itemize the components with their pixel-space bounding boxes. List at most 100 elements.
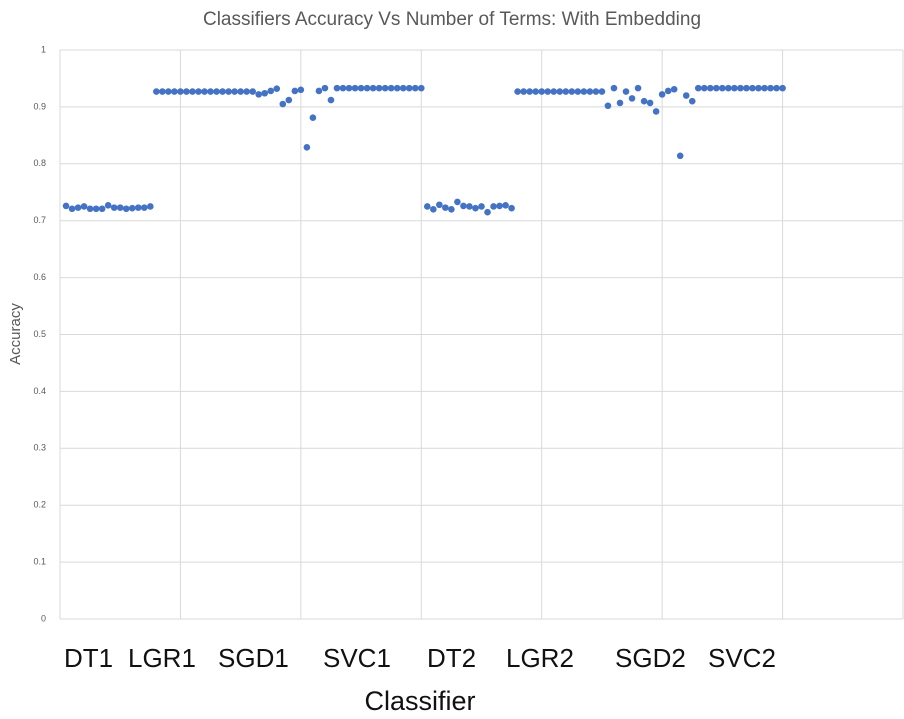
data-point bbox=[430, 206, 437, 213]
data-point bbox=[568, 88, 576, 95]
data-point bbox=[417, 84, 425, 92]
data-point bbox=[502, 202, 509, 209]
data-point bbox=[604, 102, 612, 110]
data-point bbox=[773, 84, 780, 92]
data-point bbox=[279, 100, 287, 108]
data-point bbox=[700, 84, 708, 92]
data-point bbox=[442, 204, 449, 211]
data-point bbox=[219, 88, 226, 95]
data-point bbox=[110, 204, 118, 211]
data-point bbox=[333, 84, 341, 92]
data-point bbox=[104, 202, 112, 209]
data-point bbox=[779, 84, 786, 92]
classifier-label: SGD1 bbox=[218, 643, 289, 673]
data-point bbox=[267, 87, 275, 95]
data-point bbox=[436, 201, 443, 209]
data-point bbox=[707, 84, 714, 92]
data-point bbox=[255, 91, 263, 98]
classifier-label: SVC2 bbox=[708, 643, 776, 673]
data-point bbox=[694, 84, 702, 92]
data-point bbox=[339, 84, 347, 92]
data-point bbox=[291, 87, 299, 95]
data-point bbox=[640, 97, 648, 105]
data-point bbox=[646, 99, 654, 107]
y-tick-label: 0.5 bbox=[33, 329, 46, 339]
data-point bbox=[165, 88, 172, 95]
data-point bbox=[508, 204, 515, 212]
data-point bbox=[767, 84, 774, 92]
data-point bbox=[731, 84, 738, 92]
data-point bbox=[652, 108, 660, 115]
data-point bbox=[327, 96, 335, 104]
data-point bbox=[243, 88, 250, 95]
data-point bbox=[670, 85, 678, 93]
data-point bbox=[98, 205, 106, 213]
data-point bbox=[183, 88, 190, 95]
y-tick-label: 1 bbox=[41, 44, 46, 54]
data-point bbox=[460, 202, 467, 210]
y-tick-label: 0.1 bbox=[33, 556, 46, 566]
data-point bbox=[484, 208, 491, 216]
data-point bbox=[225, 88, 232, 95]
data-point bbox=[755, 84, 762, 92]
data-point bbox=[393, 84, 401, 92]
data-point bbox=[405, 84, 413, 92]
data-point bbox=[399, 84, 407, 92]
data-point bbox=[634, 84, 642, 92]
data-point bbox=[128, 204, 136, 212]
data-point bbox=[171, 88, 178, 95]
data-point bbox=[153, 88, 160, 95]
data-point bbox=[478, 203, 485, 210]
data-point bbox=[496, 202, 503, 210]
data-point bbox=[249, 88, 256, 95]
data-point bbox=[556, 88, 564, 95]
y-tick-label: 0.7 bbox=[33, 215, 46, 225]
data-point bbox=[725, 84, 732, 92]
data-point bbox=[598, 88, 606, 95]
data-point bbox=[610, 84, 618, 92]
data-point bbox=[369, 84, 377, 92]
data-point bbox=[134, 204, 142, 211]
data-point bbox=[213, 88, 220, 95]
data-point bbox=[682, 92, 690, 99]
data-point bbox=[177, 88, 184, 95]
data-point bbox=[122, 205, 130, 213]
classifier-label: LGR1 bbox=[128, 643, 196, 673]
data-point bbox=[411, 84, 419, 92]
data-point bbox=[532, 88, 539, 95]
y-tick-label: 0.2 bbox=[33, 500, 46, 510]
data-point bbox=[207, 88, 214, 95]
data-point bbox=[285, 96, 293, 104]
classifier-label: SVC1 bbox=[323, 643, 391, 673]
data-point bbox=[86, 205, 94, 213]
chart-title: Classifiers Accuracy Vs Number of Terms:… bbox=[203, 9, 701, 30]
data-point bbox=[195, 88, 202, 95]
data-point bbox=[261, 89, 269, 97]
classifier-label: SGD2 bbox=[615, 643, 686, 673]
data-point bbox=[345, 84, 353, 92]
data-point bbox=[309, 114, 317, 122]
data-point bbox=[490, 203, 497, 210]
data-point bbox=[62, 202, 70, 210]
data-point bbox=[454, 198, 461, 206]
data-point bbox=[544, 88, 552, 95]
data-point bbox=[688, 97, 696, 105]
data-point bbox=[424, 203, 431, 210]
data-point bbox=[472, 204, 479, 212]
data-point bbox=[231, 88, 238, 95]
data-point bbox=[80, 203, 88, 210]
data-point bbox=[141, 204, 148, 211]
data-point bbox=[658, 91, 666, 98]
data-point bbox=[550, 88, 558, 95]
data-point bbox=[580, 88, 588, 95]
y-tick-label: 0.4 bbox=[33, 386, 46, 396]
data-point bbox=[514, 88, 521, 95]
data-point bbox=[676, 152, 684, 160]
data-point bbox=[92, 205, 100, 213]
x-axis-label: Classifier bbox=[364, 686, 475, 716]
data-point bbox=[719, 84, 726, 92]
data-point bbox=[520, 88, 527, 95]
classifier-label: LGR2 bbox=[506, 643, 574, 673]
data-point bbox=[743, 84, 750, 92]
